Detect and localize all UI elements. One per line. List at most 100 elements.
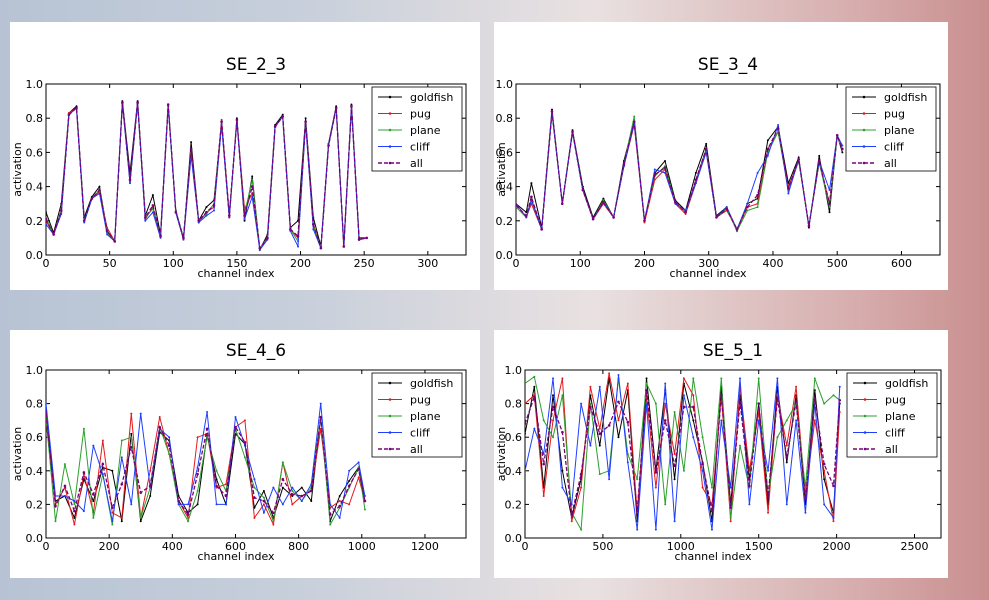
data-point-all (663, 166, 667, 170)
series-group (46, 100, 369, 252)
data-point-cliff (832, 516, 835, 519)
legend-box (845, 86, 937, 172)
data-point-pug (120, 516, 123, 519)
data-point-all (591, 217, 595, 221)
data-point-all (311, 222, 315, 226)
x-tick-label: 150 (226, 257, 247, 270)
x-axis-label: channel index (197, 550, 275, 563)
data-point-all (212, 204, 216, 207)
data-point-all (258, 246, 262, 250)
data-point-cliff (785, 503, 788, 506)
data-point-all (598, 432, 602, 436)
data-point-plane (111, 523, 114, 526)
legend-marker-plane (388, 414, 392, 418)
y-tick-label: 0.2 (496, 215, 514, 228)
data-point-plane (251, 178, 254, 181)
data-point-all (189, 147, 193, 151)
legend-marker-cliff (388, 145, 392, 148)
data-point-cliff (823, 503, 826, 506)
y-tick-label: 0.8 (26, 112, 44, 125)
y-tick-label: 0.8 (505, 398, 523, 411)
legend-label-cliff: cliff (885, 427, 905, 440)
data-point-cliff (746, 202, 749, 205)
legend-label-goldfish: goldfish (885, 377, 928, 390)
legend-label-pug: pug (885, 394, 906, 407)
data-point-pug (654, 486, 657, 489)
data-point-cliff (215, 503, 218, 506)
data-point-cliff (82, 510, 85, 513)
legend-marker-all (863, 447, 867, 451)
x-tick-label: 0 (522, 540, 529, 553)
data-point-pug (795, 385, 798, 388)
data-point-goldfish (705, 142, 708, 145)
data-point-cliff (92, 444, 95, 447)
data-point-all (589, 405, 592, 409)
data-point-plane (130, 436, 133, 439)
data-point-plane (243, 456, 246, 459)
y-tick-label: 0.4 (26, 465, 44, 478)
data-point-plane (776, 436, 779, 439)
data-point-all (54, 504, 57, 508)
data-point-cliff (139, 412, 142, 415)
data-point-cliff (46, 402, 47, 405)
data-point-plane (729, 516, 732, 519)
data-point-all (720, 393, 723, 397)
y-tick-label: 0.4 (505, 465, 523, 478)
data-point-plane (710, 486, 713, 489)
data-point-plane (168, 453, 171, 455)
plot-frame (515, 83, 941, 256)
data-point-all (524, 214, 528, 217)
data-point-goldfish (262, 489, 265, 492)
data-point-goldfish (550, 108, 553, 111)
data-point-cliff (234, 416, 237, 419)
legend-marker-pug (388, 398, 392, 401)
y-tick-label: 0.2 (26, 498, 44, 511)
data-point-all (653, 173, 657, 176)
data-point-all (266, 236, 269, 240)
legend-label-cliff: cliff (410, 427, 430, 440)
data-point-all (309, 489, 313, 493)
y-tick-label: 1.0 (505, 364, 523, 377)
data-point-all (159, 234, 162, 238)
data-point-cliff (243, 218, 246, 221)
data-point-all (243, 214, 246, 217)
data-point-cliff (297, 245, 299, 248)
data-point-all (813, 397, 817, 400)
x-axis-label: channel index (674, 550, 752, 563)
series-line-all (46, 102, 367, 250)
data-point-all (234, 425, 237, 429)
data-point-cliff (251, 195, 254, 198)
data-point-goldfish (571, 129, 574, 132)
data-point-all (177, 499, 180, 503)
data-point-cliff (120, 456, 123, 459)
y-axis-label: activation (495, 142, 508, 197)
x-tick-label: 500 (827, 257, 848, 270)
data-point-plane (542, 419, 545, 422)
data-point-all (166, 103, 170, 106)
x-tick-label: 300 (698, 257, 719, 270)
data-point-cliff (795, 419, 798, 422)
data-point-cliff (692, 436, 695, 439)
data-point-plane (73, 503, 76, 506)
series-line-goldfish (46, 413, 366, 522)
data-point-plane (187, 520, 190, 523)
data-point-plane (735, 230, 738, 233)
data-point-cliff (205, 214, 208, 217)
data-point-cliff (291, 486, 294, 489)
data-point-pug (767, 511, 770, 514)
data-point-goldfish (598, 444, 601, 447)
x-tick-label: 400 (762, 257, 783, 270)
legend-marker-plane (862, 128, 866, 132)
chart-panel-se-2-3: SE_2_3 0.0 0.2 0.4 0.6 0.8 1.0 0 50 100 150 200 250 3… (10, 22, 480, 290)
data-point-goldfish (645, 377, 648, 380)
data-point-all (342, 245, 346, 248)
data-point-all (673, 464, 676, 468)
data-point-cliff (580, 402, 583, 405)
legend-marker-plane (863, 414, 867, 418)
data-point-all (186, 513, 190, 516)
x-tick-label: 200 (99, 540, 120, 553)
data-point-goldfish (251, 175, 254, 178)
data-point-all (542, 462, 545, 466)
data-point-cliff (73, 500, 76, 503)
plot-frame (45, 83, 467, 256)
